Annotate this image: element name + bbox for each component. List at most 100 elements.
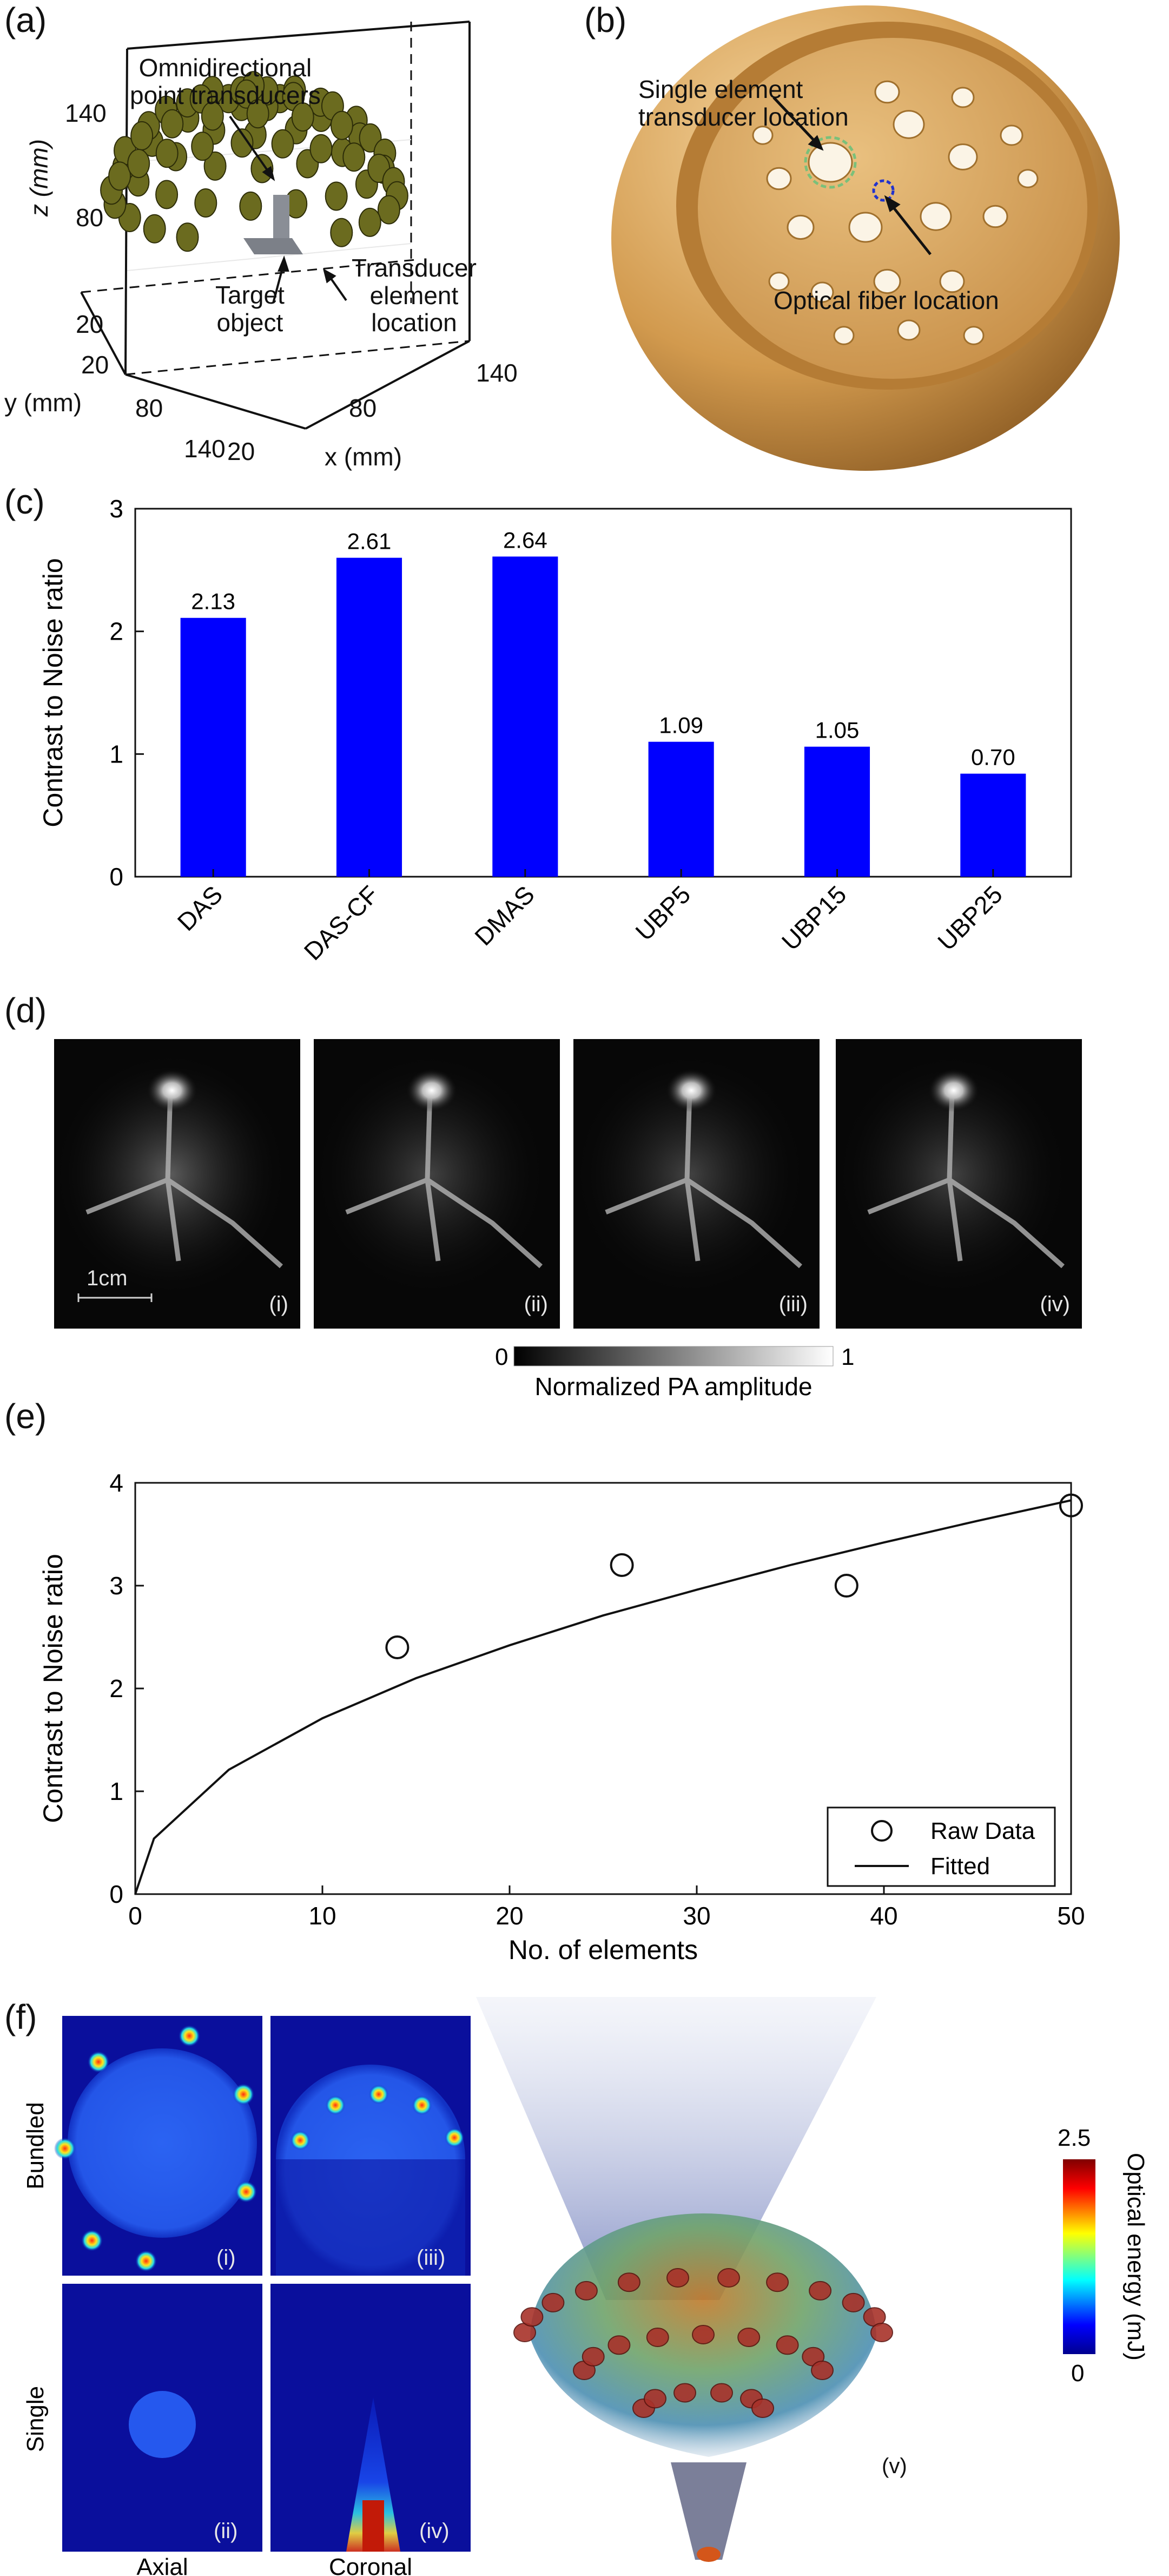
chart-e-ytick-label: 0 xyxy=(109,1880,123,1908)
chart-c-ytick-label: 1 xyxy=(109,740,123,768)
shell-holes xyxy=(752,80,1039,345)
transducer-element xyxy=(201,101,224,131)
hotspot xyxy=(235,2181,257,2203)
optical-colorbar-min: 0 xyxy=(1071,2360,1084,2387)
chart-e-ytick-label: 1 xyxy=(109,1777,123,1805)
panel-label-e: (e) xyxy=(4,1397,47,1436)
chart-c-ytick-label: 3 xyxy=(109,495,123,523)
x-tick: 140 xyxy=(476,359,518,387)
transducer-element xyxy=(127,149,150,179)
transducer-element xyxy=(203,151,227,181)
transducer-element xyxy=(291,102,314,132)
fiber-bead xyxy=(809,2281,832,2301)
fiber-bead xyxy=(574,2281,598,2301)
light-beam-cone xyxy=(476,1997,876,2300)
pa-image-tile: (iv) xyxy=(836,1039,1082,1329)
transducer-element xyxy=(155,180,179,209)
category-label: UBP5 xyxy=(630,880,696,946)
transducer-element xyxy=(342,142,366,172)
pa-colorbar-gradient xyxy=(513,1346,834,1366)
scalebar-label: 1cm xyxy=(87,1266,128,1290)
x-axis-label: x (mm) xyxy=(325,443,402,471)
shell-hole xyxy=(848,212,883,243)
chart-e-ytick-label: 4 xyxy=(109,1469,123,1497)
transducer-element xyxy=(235,79,258,109)
bar-value-label: 2.64 xyxy=(503,527,547,553)
y-tick: 20 xyxy=(81,351,109,379)
raw-data-point xyxy=(610,1553,634,1577)
label-single-element-location: Single element transducer location xyxy=(638,75,849,131)
optical-colorbar-max: 2.5 xyxy=(1058,2125,1091,2151)
fiber-bead xyxy=(617,2272,640,2292)
shell-hole xyxy=(766,167,792,190)
bar-value-label: 2.61 xyxy=(347,529,392,554)
contrast-bar-chart: Contrast to Noise ratio 0 1 2 3 2.13 DAS 2.61 D… xyxy=(38,495,1072,963)
chart-e-ylabel: Contrast to Noise ratio xyxy=(38,1554,68,1823)
bar xyxy=(960,773,1026,877)
hotspot xyxy=(135,2250,157,2272)
pa-image-tile: (ii) xyxy=(314,1039,560,1329)
bar xyxy=(648,741,714,877)
tile-label-v: (v) xyxy=(882,2454,907,2478)
pa-image-tile: (iii) xyxy=(573,1039,820,1329)
fiber-bead xyxy=(673,2383,696,2403)
x-tick: 20 xyxy=(227,437,255,465)
chart-c-ylabel: Contrast to Noise ratio xyxy=(38,558,68,827)
pa-colorbar-min: 0 xyxy=(495,1344,508,1370)
y-tick: 80 xyxy=(135,394,163,422)
optical-fiber-marker xyxy=(872,179,895,202)
y-tick: 140 xyxy=(184,435,226,463)
shell-hole xyxy=(893,110,925,139)
optical-colorbar-label: Optical energy (mJ) xyxy=(1122,2153,1149,2361)
shell-hole xyxy=(1000,124,1023,146)
transducer-element xyxy=(325,181,348,211)
transducer-element xyxy=(176,222,199,252)
y-axis-label: y (mm) xyxy=(4,389,82,417)
fiber-bead xyxy=(717,2268,740,2288)
chart-e-ytick-label: 2 xyxy=(109,1674,123,1703)
fiber-bead xyxy=(692,2325,715,2344)
z-tick: 140 xyxy=(65,99,107,127)
bar xyxy=(804,746,870,877)
shell-hole xyxy=(787,214,815,240)
transducer-element xyxy=(191,132,214,161)
transducer-element xyxy=(143,214,166,244)
fiber-bead xyxy=(842,2292,865,2312)
x-tick: 80 xyxy=(349,394,377,422)
tile-label: (iii) xyxy=(778,1292,808,1316)
label-omnidirectional-transducers: Omnidirectional point transducers xyxy=(130,54,321,109)
fiber-bead xyxy=(607,2335,631,2355)
col-label-coronal: Coronal xyxy=(329,2554,412,2576)
label-target-object: Target object xyxy=(215,281,285,337)
hotspot xyxy=(369,2085,388,2104)
fiber-bead xyxy=(737,2328,761,2347)
category-label: UBP25 xyxy=(932,880,1008,956)
pa-image-tile: 1cm (i) xyxy=(54,1039,300,1329)
bar xyxy=(180,617,246,877)
pa-colorbar-label: Normalized PA amplitude xyxy=(534,1372,812,1401)
chart-e-xtick-label: 20 xyxy=(496,1902,523,1930)
panel-label-a: (a) xyxy=(4,1,47,40)
shell-hole xyxy=(833,326,855,345)
chart-c-ytick-label: 0 xyxy=(109,863,123,891)
bar-value-label: 1.09 xyxy=(659,713,703,738)
chart-e-xtick-label: 50 xyxy=(1057,1902,1085,1930)
transducer-dome xyxy=(100,71,408,252)
label-optical-fiber-location: Optical fiber location xyxy=(774,286,999,314)
tile-label-iii: (iii) xyxy=(417,2246,445,2270)
single-element-marker xyxy=(804,136,857,189)
raw-data-point xyxy=(834,1574,858,1598)
transducer-element xyxy=(377,195,400,225)
chart-e-xtick-label: 0 xyxy=(128,1902,142,1930)
chart-e-xtick-label: 30 xyxy=(683,1902,710,1930)
shell-hole xyxy=(951,87,975,108)
category-label: DAS xyxy=(172,880,228,936)
panel-a-3d-plot: 140 80 20 20 80 140 20 80 140 z (mm) y (… xyxy=(4,21,518,471)
fiber-bead xyxy=(520,2307,544,2327)
pa-colorbar-max: 1 xyxy=(841,1344,854,1370)
chart-c-ytick-label: 2 xyxy=(109,617,123,646)
cnr-vs-elements-chart: Contrast to Noise ratio No. of elements … xyxy=(38,1469,1085,1965)
fiber-bead xyxy=(582,2347,605,2367)
hotspot xyxy=(412,2095,432,2115)
hotspot xyxy=(326,2095,345,2115)
